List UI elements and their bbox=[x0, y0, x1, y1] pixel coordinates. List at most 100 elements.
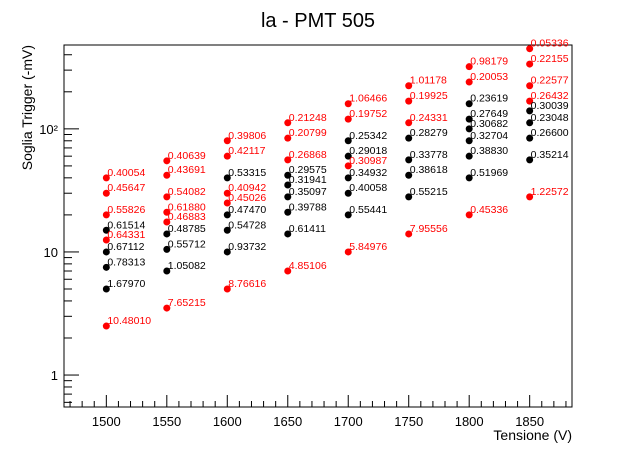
data-point bbox=[163, 157, 171, 165]
data-label: 0.53315 bbox=[228, 167, 266, 179]
data-label: 0.64331 bbox=[107, 229, 145, 241]
data-point bbox=[284, 208, 292, 216]
data-label: 0.23048 bbox=[531, 112, 569, 124]
data-label: 0.20053 bbox=[470, 71, 508, 83]
data-point bbox=[223, 248, 231, 256]
data-point bbox=[163, 218, 171, 226]
y-tick-label: 10² bbox=[39, 122, 58, 137]
data-point bbox=[284, 156, 292, 164]
data-label: 0.35214 bbox=[531, 149, 569, 161]
data-point bbox=[284, 267, 292, 275]
y-tick-label: 10 bbox=[44, 245, 58, 260]
data-point bbox=[102, 236, 110, 244]
data-label: 0.31941 bbox=[289, 174, 327, 186]
data-label: 0.21248 bbox=[289, 112, 327, 124]
data-point bbox=[465, 174, 473, 182]
data-point bbox=[526, 156, 534, 164]
data-point bbox=[284, 171, 292, 179]
data-label: 0.05336 bbox=[531, 38, 569, 50]
data-label: 0.27649 bbox=[470, 108, 508, 120]
data-point bbox=[344, 152, 352, 160]
data-label: 0.45026 bbox=[228, 192, 266, 204]
data-point bbox=[102, 226, 110, 234]
data-point bbox=[163, 193, 171, 201]
data-label: 0.45336 bbox=[470, 204, 508, 216]
data-point bbox=[526, 45, 534, 53]
data-point bbox=[102, 189, 110, 197]
data-point bbox=[344, 137, 352, 145]
data-label: 0.29575 bbox=[289, 164, 327, 176]
data-label: 0.40054 bbox=[107, 167, 145, 179]
x-tick-label: 1600 bbox=[213, 414, 242, 429]
data-label: 0.40058 bbox=[349, 182, 387, 194]
data-label: 7.65215 bbox=[168, 297, 206, 309]
data-point bbox=[344, 211, 352, 219]
data-label: 5.84976 bbox=[349, 241, 387, 253]
data-point bbox=[526, 60, 534, 68]
data-point bbox=[344, 174, 352, 182]
x-tick-label: 1650 bbox=[273, 414, 302, 429]
data-label: 0.40639 bbox=[168, 150, 206, 162]
data-point bbox=[284, 134, 292, 142]
data-label: 0.25342 bbox=[349, 130, 387, 142]
data-point bbox=[526, 134, 534, 142]
data-label: 0.30039 bbox=[531, 100, 569, 112]
data-label: 0.55215 bbox=[410, 186, 448, 198]
data-point bbox=[163, 230, 171, 238]
data-label: 0.93732 bbox=[228, 241, 266, 253]
data-label: 0.26868 bbox=[289, 149, 327, 161]
y-tick-label: 1 bbox=[51, 368, 58, 383]
data-label: 0.23619 bbox=[470, 93, 508, 105]
data-label: 0.30682 bbox=[470, 118, 508, 130]
data-label: 0.45647 bbox=[107, 182, 145, 194]
data-point bbox=[526, 97, 534, 105]
data-point bbox=[163, 304, 171, 312]
data-label: 0.40942 bbox=[228, 182, 266, 194]
data-point bbox=[102, 211, 110, 219]
data-label: 0.29018 bbox=[349, 145, 387, 157]
data-point bbox=[163, 171, 171, 179]
data-point bbox=[284, 119, 292, 127]
data-point bbox=[163, 267, 171, 275]
data-label: 0.30987 bbox=[349, 155, 387, 167]
data-point bbox=[284, 181, 292, 189]
data-labels: 0.40054 0.45647 0.55826 0.615140.643310.671… bbox=[107, 38, 568, 327]
data-point bbox=[223, 211, 231, 219]
data-point bbox=[405, 97, 413, 105]
data-label: 0.55712 bbox=[168, 238, 206, 250]
data-label: 7.95556 bbox=[410, 223, 448, 235]
data-point bbox=[223, 285, 231, 293]
data-point bbox=[465, 100, 473, 108]
data-label: 0.51969 bbox=[470, 167, 508, 179]
data-label: 0.38618 bbox=[410, 164, 448, 176]
data-point bbox=[405, 171, 413, 179]
data-point bbox=[405, 119, 413, 127]
data-point bbox=[465, 115, 473, 123]
data-label: 0.20799 bbox=[289, 127, 327, 139]
data-label: 0.61880 bbox=[168, 201, 206, 213]
plot-frame bbox=[63, 44, 573, 408]
data-label: 1.01178 bbox=[410, 75, 447, 87]
data-label: 0.32704 bbox=[470, 130, 508, 142]
data-label: 0.42117 bbox=[228, 145, 265, 157]
data-point bbox=[465, 152, 473, 160]
data-label: 0.47470 bbox=[228, 204, 266, 216]
data-label: 0.34932 bbox=[349, 167, 387, 179]
data-point bbox=[465, 78, 473, 86]
data-label: 0.48785 bbox=[168, 223, 206, 235]
data-point bbox=[284, 193, 292, 201]
data-point bbox=[223, 174, 231, 182]
data-point bbox=[465, 211, 473, 219]
x-tick-label: 1700 bbox=[334, 414, 363, 429]
data-point bbox=[405, 82, 413, 90]
data-label: 0.24331 bbox=[410, 112, 448, 124]
data-point bbox=[102, 285, 110, 293]
data-label: 1.67970 bbox=[107, 278, 145, 290]
data-point bbox=[223, 199, 231, 207]
data-point bbox=[102, 248, 110, 256]
data-label: 4.85106 bbox=[289, 260, 327, 272]
data-label: 0.38830 bbox=[470, 145, 508, 157]
data-point bbox=[465, 63, 473, 71]
data-point bbox=[102, 174, 110, 182]
data-label: 0.22155 bbox=[531, 53, 569, 65]
